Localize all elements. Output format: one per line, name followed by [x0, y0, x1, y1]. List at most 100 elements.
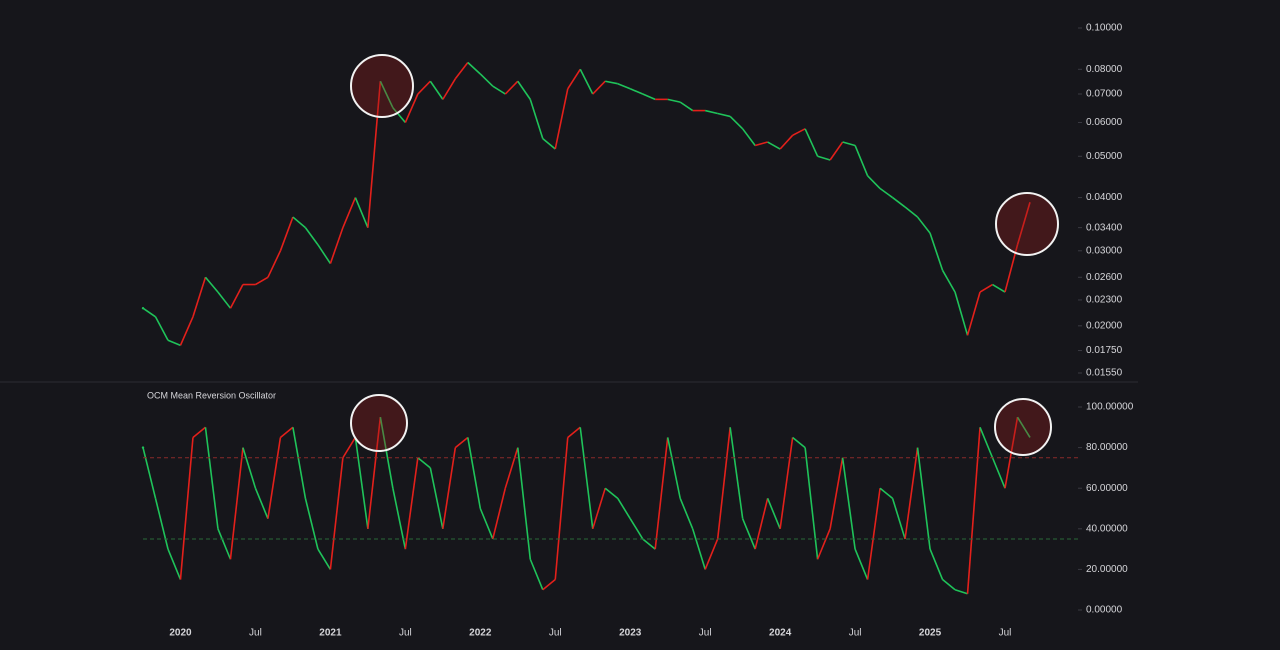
line-segment	[292, 427, 307, 499]
line-segment	[617, 497, 631, 520]
x-tick-label: Jul	[999, 628, 1012, 639]
line-segment	[966, 291, 981, 336]
line-segment	[792, 436, 806, 449]
line-segment	[966, 427, 981, 594]
line-segment	[254, 487, 269, 519]
line-segment	[629, 518, 644, 540]
line-segment	[605, 80, 618, 85]
line-segment	[467, 61, 481, 75]
line-segment	[642, 93, 656, 101]
line-segment	[904, 206, 919, 218]
line-segment	[229, 447, 244, 560]
line-segment	[779, 437, 794, 529]
line-segment	[504, 80, 519, 95]
line-segment	[154, 316, 169, 341]
highlight-circle	[995, 192, 1059, 256]
line-segment	[367, 81, 382, 228]
line-segment	[229, 284, 244, 309]
x-tick-label: Jul	[699, 628, 712, 639]
line-segment	[542, 138, 556, 150]
line-segment	[479, 508, 494, 540]
line-segment	[242, 447, 257, 489]
line-segment	[929, 232, 944, 271]
x-tick-label: 2023	[619, 628, 642, 639]
line-segment	[404, 93, 419, 123]
line-segment	[642, 538, 656, 550]
line-segment	[591, 487, 607, 530]
line-segment	[279, 216, 294, 252]
line-segment	[179, 316, 194, 346]
line-segment	[442, 447, 457, 529]
line-segment	[204, 427, 219, 529]
line-segment	[542, 578, 556, 591]
line-segment	[217, 528, 232, 560]
line-segment	[154, 498, 169, 550]
x-tick-label: Jul	[549, 628, 562, 639]
line-segment	[879, 187, 894, 199]
line-segment	[816, 528, 831, 560]
line-segment	[842, 141, 856, 147]
line-segment	[705, 109, 718, 115]
line-segment	[1016, 202, 1031, 245]
line-segment	[979, 426, 994, 459]
line-segment	[892, 196, 906, 208]
line-segment	[342, 437, 357, 459]
y-tick-label: 40.00000	[1086, 523, 1128, 534]
line-segment	[292, 216, 306, 229]
y-tick-label: 0.02000	[1086, 320, 1123, 331]
line-segment	[304, 227, 319, 246]
line-segment	[1016, 416, 1031, 438]
line-segment	[504, 447, 519, 489]
line-segment	[954, 291, 969, 336]
line-segment	[379, 417, 394, 489]
line-segment	[354, 197, 369, 228]
line-segment	[742, 128, 756, 146]
line-segment	[916, 447, 931, 550]
line-segment	[517, 80, 531, 100]
y-tick-label: 80.00000	[1086, 442, 1128, 453]
line-segment	[342, 197, 357, 228]
line-segment	[404, 457, 419, 550]
line-segment	[691, 528, 706, 570]
y-tick-label: 0.00000	[1086, 605, 1123, 616]
line-segment	[766, 498, 781, 530]
line-segment	[866, 488, 881, 580]
line-segment	[417, 80, 431, 95]
line-segment	[942, 578, 956, 591]
line-segment	[717, 112, 731, 118]
line-segment	[192, 277, 207, 318]
line-segment	[854, 548, 869, 580]
y-tick-label: 0.01750	[1086, 345, 1123, 356]
line-segment	[567, 426, 581, 439]
line-segment	[941, 269, 956, 293]
line-segment	[916, 216, 931, 234]
line-segment	[666, 437, 681, 499]
line-segment	[329, 227, 344, 264]
line-segment	[754, 141, 768, 147]
line-segment	[729, 115, 744, 130]
line-segment	[392, 488, 407, 550]
highlight-circle	[350, 54, 414, 118]
y-tick-label: 60.00000	[1086, 483, 1128, 494]
line-segment	[792, 128, 806, 137]
line-segment	[554, 437, 569, 580]
line-segment	[579, 427, 594, 529]
line-segment	[529, 558, 544, 591]
x-tick-label: Jul	[249, 628, 262, 639]
line-segment	[654, 437, 669, 550]
line-segment	[167, 339, 181, 347]
line-segment	[991, 457, 1006, 489]
line-segment	[492, 85, 506, 95]
line-segment	[992, 283, 1006, 293]
line-segment	[179, 437, 194, 580]
line-segment	[354, 437, 369, 529]
line-segment	[516, 447, 532, 560]
y-tick-label: 0.07000	[1086, 89, 1123, 100]
x-tick-label: 2022	[469, 628, 492, 639]
y-tick-label: 0.10000	[1086, 23, 1123, 34]
line-segment	[329, 457, 344, 570]
y-tick-label: 0.06000	[1086, 117, 1123, 128]
line-segment	[267, 250, 282, 278]
line-segment	[529, 99, 544, 139]
